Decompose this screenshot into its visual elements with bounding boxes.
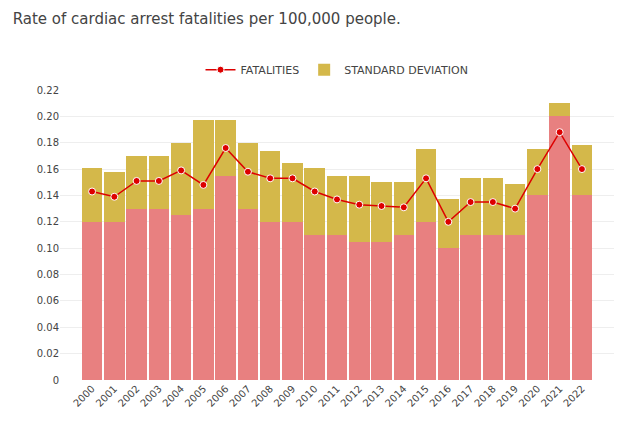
svg-text:2015: 2015 xyxy=(405,383,431,409)
svg-text:2014: 2014 xyxy=(383,383,409,409)
svg-text:2016: 2016 xyxy=(428,383,454,409)
svg-text:2006: 2006 xyxy=(205,383,231,409)
svg-text:2021: 2021 xyxy=(539,383,565,409)
svg-text:0.16: 0.16 xyxy=(37,164,59,175)
svg-text:2004: 2004 xyxy=(160,383,186,409)
svg-text:2001: 2001 xyxy=(94,383,120,409)
svg-text:0.20: 0.20 xyxy=(37,111,59,122)
svg-text:0.08: 0.08 xyxy=(37,269,59,280)
svg-text:2017: 2017 xyxy=(450,383,476,409)
svg-text:2010: 2010 xyxy=(294,383,320,409)
svg-text:0.14: 0.14 xyxy=(37,190,59,201)
svg-text:2012: 2012 xyxy=(338,383,364,409)
svg-text:Rate of cardiac arrest fatalit: Rate of cardiac arrest fatalities per 10… xyxy=(13,10,401,28)
svg-text:2013: 2013 xyxy=(361,383,387,409)
svg-text:2007: 2007 xyxy=(227,383,253,409)
svg-text:2002: 2002 xyxy=(116,383,142,409)
svg-text:0: 0 xyxy=(53,375,59,386)
svg-text:2009: 2009 xyxy=(272,383,298,409)
svg-text:0.02: 0.02 xyxy=(37,348,59,359)
svg-text:0.06: 0.06 xyxy=(37,295,59,306)
svg-text:0.18: 0.18 xyxy=(37,137,59,148)
svg-text:0.22: 0.22 xyxy=(37,85,59,96)
svg-text:0.12: 0.12 xyxy=(37,216,59,227)
svg-text:2000: 2000 xyxy=(71,383,97,409)
svg-text:0.04: 0.04 xyxy=(37,322,59,333)
svg-text:2003: 2003 xyxy=(138,383,164,409)
svg-text:FATALITIES: FATALITIES xyxy=(241,64,300,77)
svg-text:0.10: 0.10 xyxy=(37,243,59,254)
svg-text:2008: 2008 xyxy=(249,383,275,409)
svg-text:2019: 2019 xyxy=(494,383,520,409)
svg-text:2020: 2020 xyxy=(517,383,543,409)
svg-text:2011: 2011 xyxy=(316,383,342,409)
svg-text:STANDARD DEVIATION: STANDARD DEVIATION xyxy=(344,64,468,77)
svg-text:2018: 2018 xyxy=(472,383,498,409)
svg-text:2022: 2022 xyxy=(561,383,587,409)
svg-text:2005: 2005 xyxy=(183,383,209,409)
